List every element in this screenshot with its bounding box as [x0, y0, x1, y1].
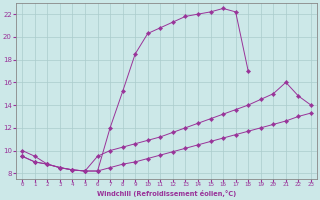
- X-axis label: Windchill (Refroidissement éolien,°C): Windchill (Refroidissement éolien,°C): [97, 190, 236, 197]
